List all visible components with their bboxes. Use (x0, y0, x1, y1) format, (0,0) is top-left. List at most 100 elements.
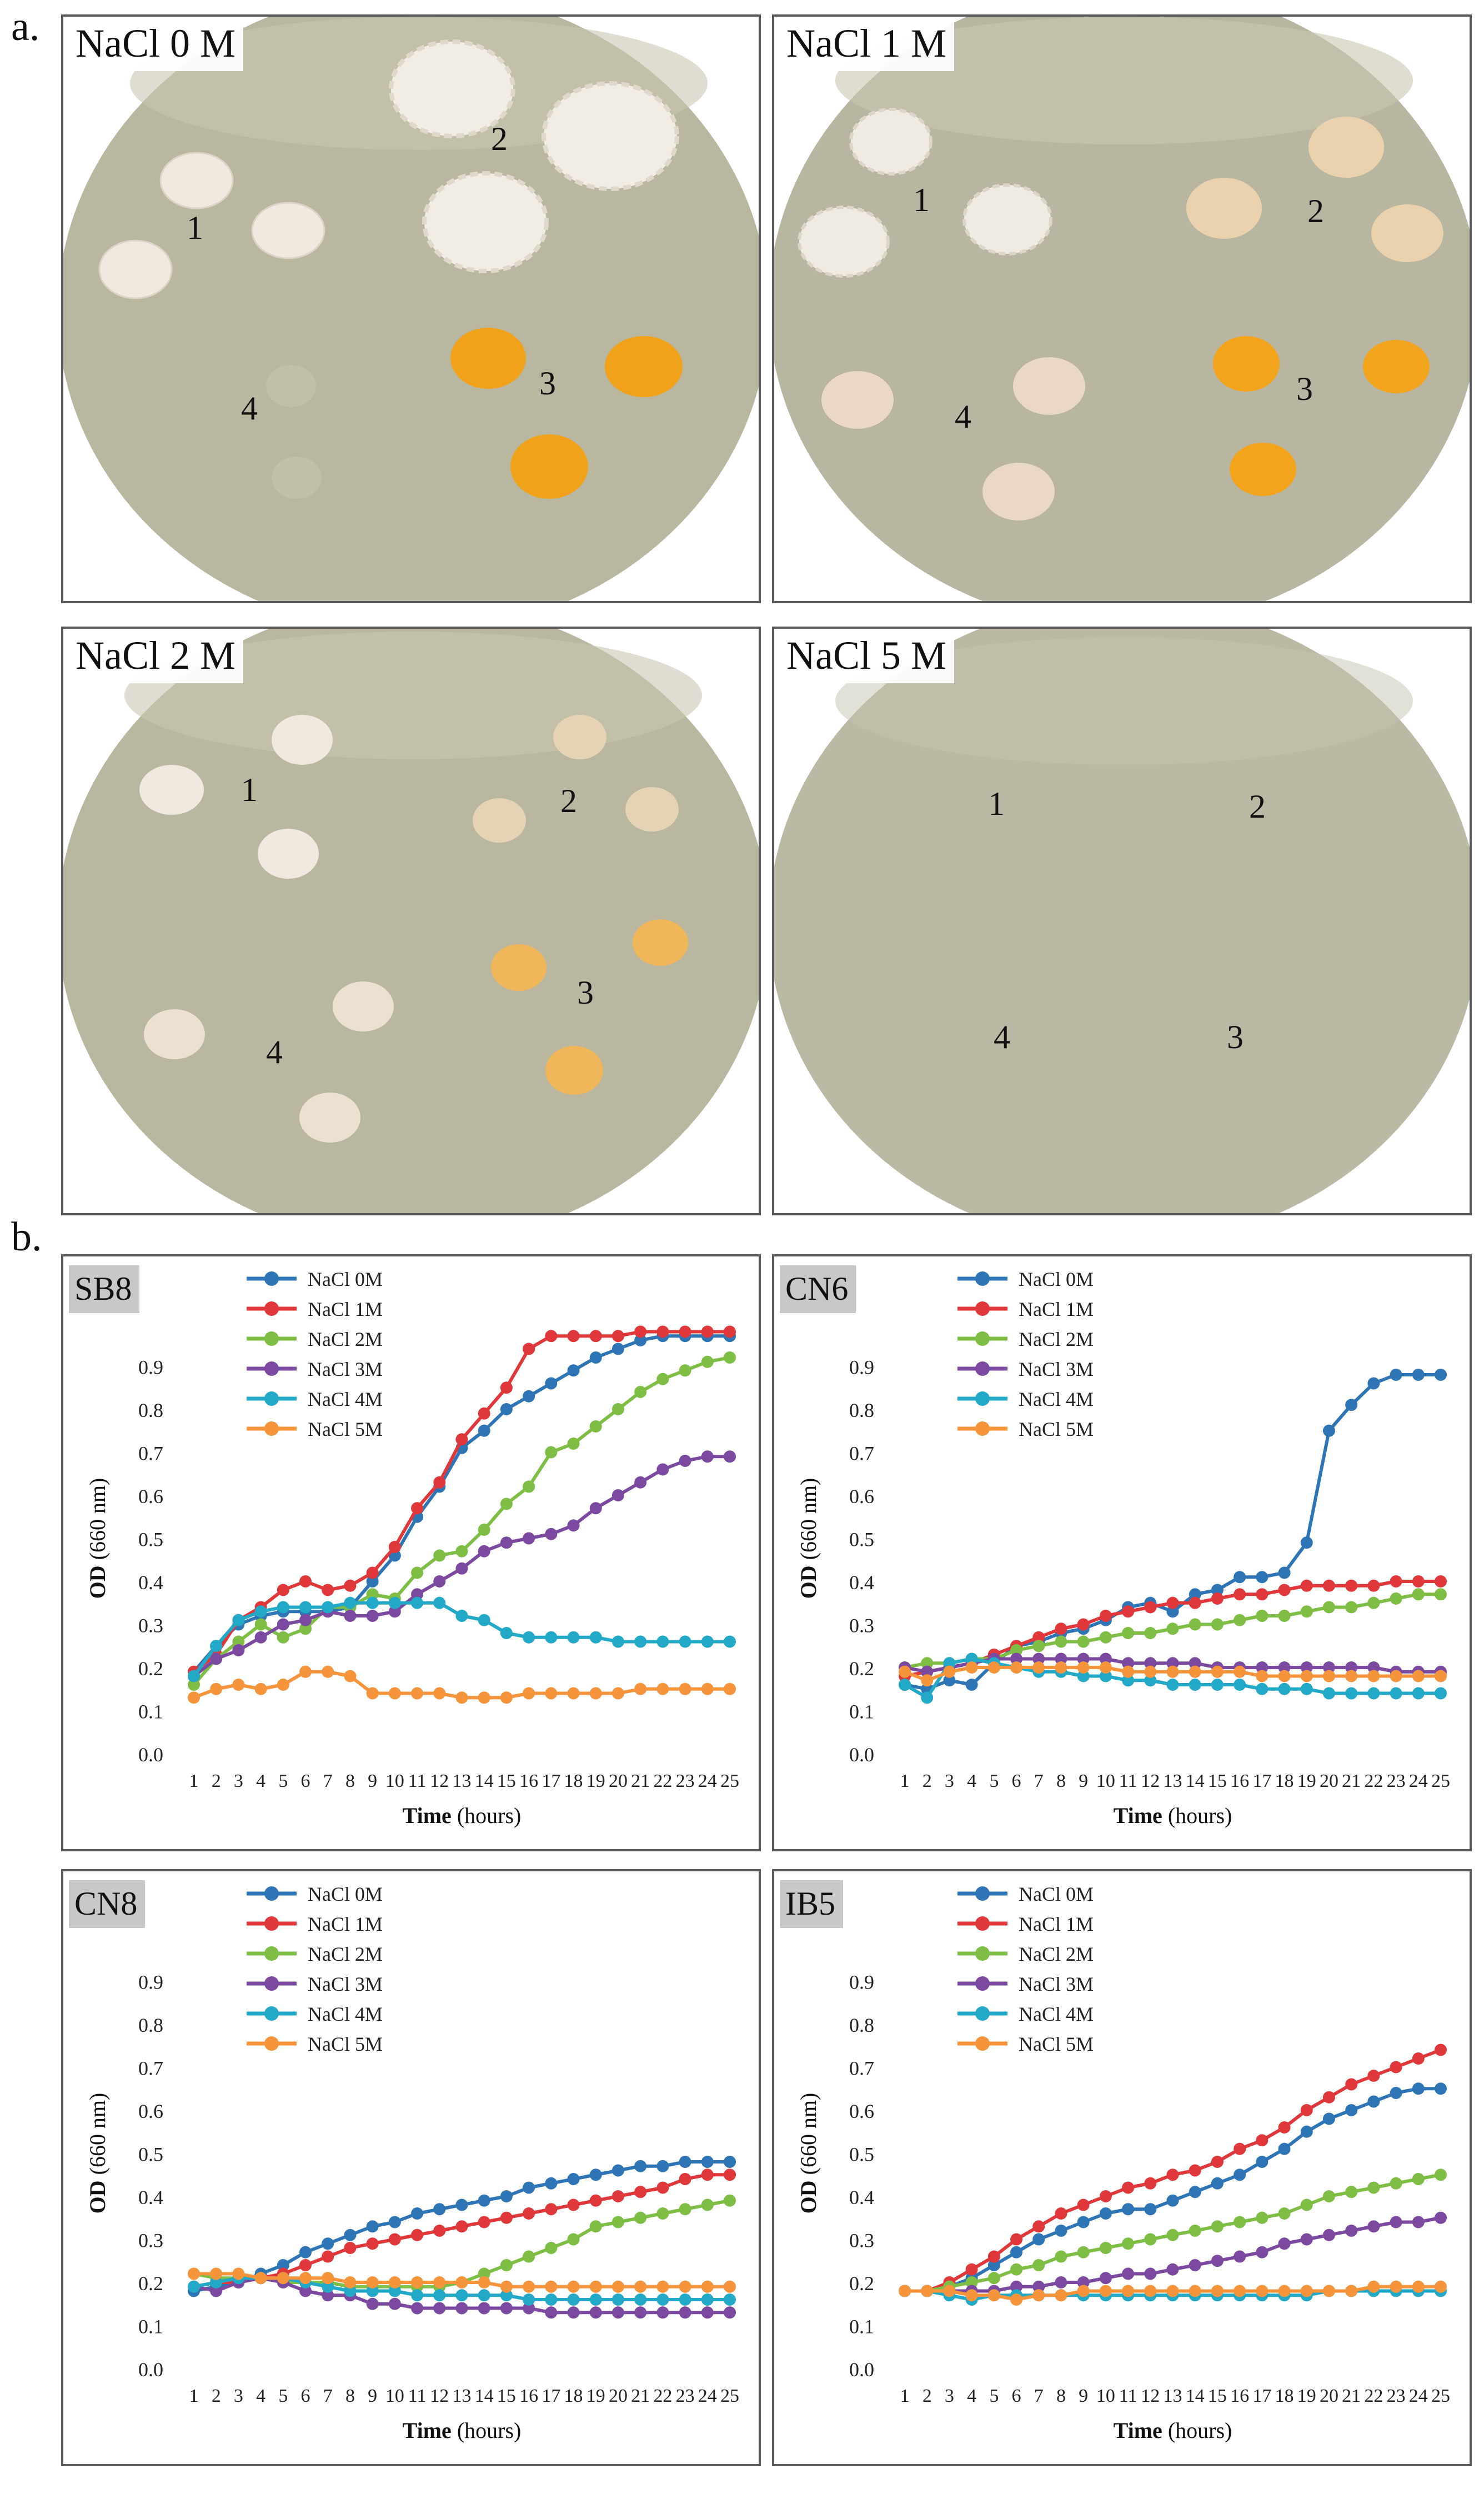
data-point (1345, 1661, 1358, 1674)
data-point (545, 1377, 558, 1390)
x-tick-label: 17 (1252, 1771, 1271, 1791)
data-point (1211, 1665, 1224, 1678)
data-point (1099, 1631, 1112, 1644)
legend-label: NaCl 1M (308, 1913, 383, 1935)
plate-2m-label-1: 1 (241, 772, 258, 808)
x-axis-title: Time (hours) (1114, 2418, 1232, 2443)
data-point (701, 2293, 714, 2306)
legend-label: NaCl 5M (308, 2033, 383, 2055)
legend-label: NaCl 1M (308, 1298, 383, 1320)
legend-label: NaCl 5M (1019, 2033, 1094, 2055)
data-point (1435, 2280, 1447, 2293)
data-point (965, 2289, 978, 2302)
data-point (433, 1549, 446, 1562)
data-point (611, 1489, 624, 1501)
data-point (1077, 2276, 1090, 2288)
plate-0m-label-3: 3 (539, 365, 556, 402)
data-point (523, 1687, 535, 1700)
part-a-label: a. (11, 4, 40, 49)
legend-marker (264, 1301, 279, 1316)
data-point (1055, 2276, 1067, 2288)
x-tick-label: 24 (698, 2386, 717, 2406)
data-point (1166, 1622, 1179, 1635)
series-nacl-4m (188, 1596, 736, 1682)
data-point (1077, 2285, 1090, 2297)
data-point (634, 2280, 647, 2293)
data-point (1345, 1601, 1358, 1614)
x-tick-label: 24 (1409, 1771, 1428, 1791)
data-point (1278, 1584, 1291, 1596)
data-point (656, 1635, 669, 1648)
x-tick-label: 5 (989, 2386, 999, 2406)
data-point (1211, 1584, 1224, 1596)
plate-title: NaCl 1 M (782, 18, 954, 71)
data-point (679, 2173, 691, 2185)
data-point (1256, 1682, 1269, 1695)
x-tick-label: 4 (967, 1771, 976, 1791)
data-point (589, 2220, 602, 2233)
data-point (1122, 2237, 1135, 2250)
legend-item: NaCl 2M (957, 1943, 1094, 1965)
legend-marker (975, 1391, 990, 1406)
x-tick-label: 19 (1297, 1771, 1316, 1791)
data-point (1345, 2285, 1358, 2297)
data-point (188, 1670, 200, 1682)
data-point (1435, 1369, 1447, 1381)
data-point (344, 1579, 357, 1592)
data-point (656, 2293, 669, 2306)
series-nacl-3m (899, 1652, 1447, 1678)
data-point (478, 2194, 490, 2207)
data-point (724, 2306, 736, 2319)
plate-1m-label-3: 3 (1296, 370, 1313, 407)
data-point (701, 1355, 714, 1368)
data-point (1322, 1687, 1335, 1700)
data-point (523, 2181, 535, 2194)
data-point (965, 1652, 978, 1665)
data-point (1144, 1657, 1157, 1670)
data-point (299, 1665, 312, 1678)
data-point (921, 2285, 934, 2297)
data-point (433, 1476, 446, 1489)
data-point (366, 1687, 379, 1700)
data-point (523, 2302, 535, 2315)
y-tick-label: 0.1 (849, 2316, 874, 2338)
y-tick-label: 0.6 (138, 2100, 163, 2122)
legend-item: NaCl 4M (247, 1388, 383, 1410)
data-point (523, 1480, 535, 1493)
data-point (299, 2259, 312, 2271)
data-point (545, 1631, 558, 1644)
x-tick-label: 25 (1431, 2386, 1450, 2406)
data-point (1144, 1601, 1157, 1614)
plate-0m-label-4: 4 (241, 390, 258, 427)
data-point (1412, 2280, 1425, 2293)
plate-title: NaCl 0 M (71, 18, 243, 71)
data-point (277, 1584, 289, 1596)
data-point (344, 1670, 357, 1682)
series-nacl-3m (188, 1450, 736, 1682)
data-point (1234, 2169, 1246, 2181)
data-point (1412, 1369, 1425, 1381)
data-point (210, 1682, 223, 1695)
data-point (1300, 1605, 1313, 1618)
data-point (1412, 1670, 1425, 1682)
data-point (1278, 1682, 1291, 1695)
data-point (987, 1661, 1000, 1674)
data-point (1144, 2267, 1157, 2280)
data-point (1390, 1575, 1402, 1587)
data-point (724, 1635, 736, 1648)
data-point (1390, 1592, 1402, 1605)
data-point (322, 2280, 334, 2293)
data-point (589, 1351, 602, 1364)
data-point (500, 2190, 513, 2202)
y-axis-title: OD (660 nm) (796, 2093, 821, 2214)
data-point (299, 1575, 312, 1587)
data-point (1010, 2280, 1023, 2293)
data-point (322, 2272, 334, 2285)
x-tick-label: 23 (676, 1771, 695, 1791)
legend-label: NaCl 1M (1019, 1913, 1094, 1935)
data-point (545, 1330, 558, 1343)
data-point (1122, 2285, 1135, 2297)
data-point (1077, 1618, 1090, 1631)
y-tick-label: 0.9 (849, 1971, 874, 1994)
data-point (1367, 2095, 1380, 2108)
